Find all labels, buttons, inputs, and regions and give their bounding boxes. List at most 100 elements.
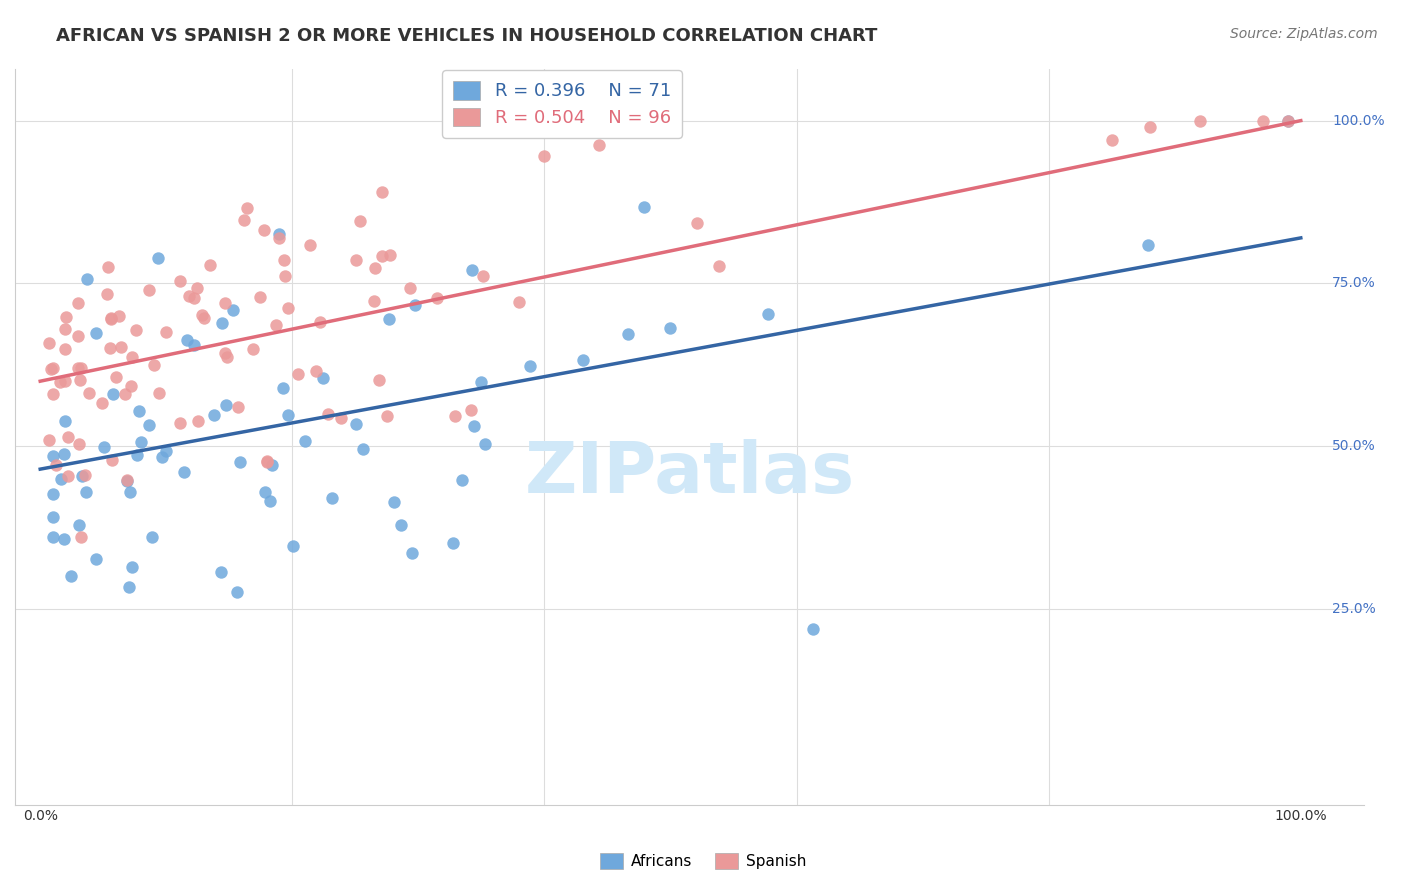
Point — [349, 214, 371, 228]
Point — [214, 346, 236, 360]
Point — [200, 259, 222, 273]
Point — [460, 263, 482, 277]
Point — [121, 350, 143, 364]
Point — [127, 448, 149, 462]
Point — [105, 370, 128, 384]
Point — [155, 444, 177, 458]
Point — [232, 213, 254, 227]
Point — [254, 485, 277, 500]
Point — [66, 328, 89, 343]
Point — [209, 565, 232, 579]
Point — [120, 379, 142, 393]
Point — [183, 338, 205, 352]
Point — [316, 407, 339, 421]
Point — [53, 533, 76, 547]
Point — [236, 201, 259, 215]
Point — [519, 359, 541, 373]
Point — [1101, 133, 1123, 147]
Point — [59, 569, 82, 583]
Point — [148, 386, 170, 401]
Text: ZIPatlas: ZIPatlas — [524, 439, 855, 508]
Point — [183, 291, 205, 305]
Point — [329, 410, 352, 425]
Point — [138, 283, 160, 297]
Point — [58, 469, 80, 483]
Point — [1277, 113, 1299, 128]
Point — [114, 387, 136, 401]
Point — [226, 401, 249, 415]
Point — [77, 385, 100, 400]
Point — [169, 416, 191, 430]
Point — [138, 417, 160, 432]
Point — [217, 351, 239, 365]
Point — [70, 468, 93, 483]
Point — [131, 435, 153, 450]
Point — [42, 361, 65, 376]
Point — [93, 440, 115, 454]
Point — [215, 398, 238, 412]
Point — [463, 419, 485, 434]
Point — [55, 374, 77, 388]
Point — [707, 260, 730, 274]
Point — [70, 530, 93, 544]
Point — [118, 580, 141, 594]
Point — [96, 287, 118, 301]
Point — [256, 454, 278, 468]
Point — [76, 272, 98, 286]
Point — [41, 362, 63, 376]
Point — [371, 249, 394, 263]
Point — [441, 536, 464, 550]
Point — [42, 487, 65, 501]
Point — [277, 301, 299, 315]
Point — [249, 290, 271, 304]
Point — [66, 296, 89, 310]
Point — [659, 321, 682, 335]
Point — [271, 381, 294, 395]
Point — [155, 326, 177, 340]
Point — [756, 307, 779, 321]
Point — [389, 518, 412, 533]
Point — [242, 342, 264, 356]
Point — [572, 353, 595, 368]
Point — [125, 323, 148, 337]
Point — [186, 281, 208, 295]
Point — [49, 375, 72, 389]
Point — [401, 546, 423, 560]
Point — [173, 465, 195, 479]
Point — [404, 298, 426, 312]
Point — [176, 333, 198, 347]
Point — [115, 474, 138, 488]
Point — [202, 408, 225, 422]
Point — [273, 268, 295, 283]
Point — [42, 387, 65, 401]
Point — [121, 559, 143, 574]
Point — [55, 310, 77, 324]
Point — [264, 318, 287, 333]
Point — [187, 414, 209, 428]
Point — [633, 200, 655, 214]
Point — [55, 342, 77, 356]
Point — [283, 539, 305, 553]
Point — [169, 274, 191, 288]
Point — [143, 358, 166, 372]
Point — [308, 315, 330, 329]
Point — [42, 449, 65, 463]
Point — [66, 361, 89, 376]
Point — [377, 312, 399, 326]
Point — [69, 373, 91, 387]
Point — [267, 231, 290, 245]
Point — [352, 442, 374, 456]
Legend: R = 0.396    N = 71, R = 0.504    N = 96: R = 0.396 N = 71, R = 0.504 N = 96 — [441, 70, 682, 137]
Point — [49, 472, 72, 486]
Point — [344, 253, 367, 268]
Point — [444, 409, 467, 423]
Point — [110, 340, 132, 354]
Point — [312, 371, 335, 385]
Point — [84, 326, 107, 340]
Point — [128, 404, 150, 418]
Point — [256, 455, 278, 469]
Point — [146, 251, 169, 265]
Point — [451, 473, 474, 487]
Point — [474, 437, 496, 451]
Point — [98, 341, 121, 355]
